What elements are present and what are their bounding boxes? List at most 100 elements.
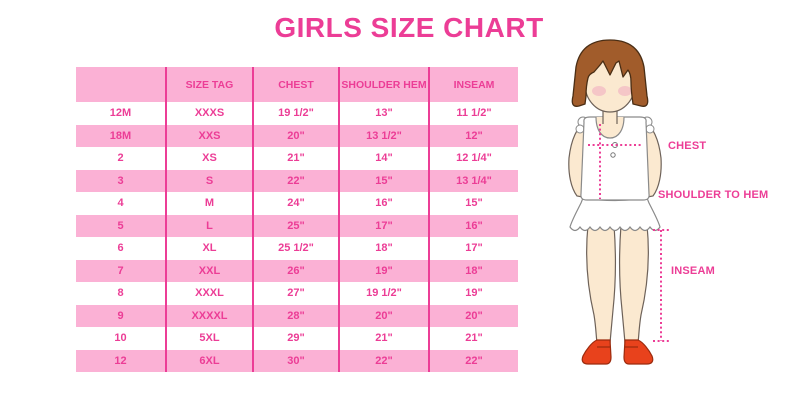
table-cell: 18M bbox=[76, 124, 167, 147]
table-cell: XXXS bbox=[166, 102, 254, 125]
table-cell: XXS bbox=[166, 124, 254, 147]
table-cell: 6XL bbox=[166, 349, 254, 372]
column-header: INSEAM bbox=[429, 67, 518, 102]
table-cell: XXXXL bbox=[166, 304, 254, 327]
table-cell: 19 1/2" bbox=[253, 102, 340, 125]
column-header: SIZE TAG bbox=[166, 67, 254, 102]
table-row: 18M XXS 20" 13 1/2" 12" bbox=[76, 124, 518, 147]
table-cell: 20" bbox=[253, 124, 340, 147]
table-cell: 22" bbox=[253, 169, 340, 192]
table-body: 12M XXXS 19 1/2" 13" 11 1/2" 18M XXS 20" 13 1/2"… bbox=[76, 102, 518, 372]
table-cell: 13" bbox=[339, 102, 430, 125]
right-ruffle-small bbox=[645, 124, 655, 134]
table-cell: 9 bbox=[76, 304, 167, 327]
left-cheek bbox=[592, 86, 606, 96]
top bbox=[580, 116, 650, 201]
table-cell: 12 1/4" bbox=[429, 147, 518, 170]
table-cell: 2 bbox=[76, 147, 167, 170]
chest-label: CHEST bbox=[668, 140, 707, 152]
table-cell: 17" bbox=[429, 237, 518, 260]
table-cell: 8 bbox=[76, 282, 167, 305]
table-cell: 27" bbox=[253, 282, 340, 305]
table-row: 9 XXXXL 28" 20" 20" bbox=[76, 304, 518, 327]
table-cell: 6 bbox=[76, 237, 167, 260]
table-cell: 20" bbox=[339, 304, 430, 327]
table-cell: 19" bbox=[429, 282, 518, 305]
table-row: 10 5XL 29" 21" 21" bbox=[76, 327, 518, 350]
top-button-2 bbox=[610, 152, 616, 158]
inseam-label: INSEAM bbox=[671, 265, 715, 277]
hair bbox=[571, 39, 649, 107]
table-cell: XS bbox=[166, 147, 254, 170]
table-cell: 25 1/2" bbox=[253, 237, 340, 260]
page-title: GIRLS SIZE CHART bbox=[274, 12, 544, 43]
table-cell: 24" bbox=[253, 192, 340, 215]
table-cell: 13 1/2" bbox=[339, 124, 430, 147]
shoulder-to-hem-label: SHOULDER TO HEM bbox=[658, 189, 769, 201]
table-cell: 12M bbox=[76, 102, 167, 125]
left-ruffle-small bbox=[575, 124, 585, 134]
column-header: SHOULDER HEM bbox=[339, 67, 430, 102]
table-cell: 16" bbox=[339, 192, 430, 215]
table-cell: 19 1/2" bbox=[339, 282, 430, 305]
table-cell: 28" bbox=[253, 304, 340, 327]
table-cell: 15" bbox=[429, 192, 518, 215]
table-cell: XXXL bbox=[166, 282, 254, 305]
table-cell: 4 bbox=[76, 192, 167, 215]
table-cell: 20" bbox=[429, 304, 518, 327]
table-cell: 22" bbox=[429, 349, 518, 372]
table-row: 6 XL 25 1/2" 18" 17" bbox=[76, 237, 518, 260]
table-cell: XL bbox=[166, 237, 254, 260]
table-cell: 14" bbox=[339, 147, 430, 170]
table-cell: L bbox=[166, 214, 254, 237]
table-cell: 18" bbox=[339, 237, 430, 260]
table-cell: 16" bbox=[429, 214, 518, 237]
table-cell: 22" bbox=[339, 349, 430, 372]
table-cell: 13 1/4" bbox=[429, 169, 518, 192]
size-chart-table: SIZE TAG CHEST SHOULDER HEM INSEAM 12M XXXS 1… bbox=[76, 67, 518, 372]
skirt bbox=[569, 197, 661, 232]
table-row: 12M XXXS 19 1/2" 13" 11 1/2" bbox=[76, 102, 518, 125]
table-cell: 11 1/2" bbox=[429, 102, 518, 125]
column-header bbox=[76, 67, 167, 102]
table-row: 4 M 24" 16" 15" bbox=[76, 192, 518, 215]
girl-figure: CHEST SHOULDER TO HEM INSEAM bbox=[550, 20, 800, 380]
table-cell: 12" bbox=[429, 124, 518, 147]
header-row: SIZE TAG CHEST SHOULDER HEM INSEAM bbox=[76, 67, 518, 102]
table-cell: 5 bbox=[76, 214, 167, 237]
table-row: 12 6XL 30" 22" 22" bbox=[76, 349, 518, 372]
table-cell: 17" bbox=[339, 214, 430, 237]
table-cell: 21" bbox=[339, 327, 430, 350]
table-cell: XXL bbox=[166, 259, 254, 282]
table-cell: 7 bbox=[76, 259, 167, 282]
table-row: 5 L 25" 17" 16" bbox=[76, 214, 518, 237]
right-cheek bbox=[618, 86, 632, 96]
right-shoe bbox=[623, 339, 654, 365]
table-row: 7 XXL 26" 19" 18" bbox=[76, 259, 518, 282]
table-cell: 19" bbox=[339, 259, 430, 282]
table-cell: 12 bbox=[76, 349, 167, 372]
column-header: CHEST bbox=[253, 67, 340, 102]
table-cell: 5XL bbox=[166, 327, 254, 350]
table-cell: 26" bbox=[253, 259, 340, 282]
table-cell: 21" bbox=[429, 327, 518, 350]
table-cell: M bbox=[166, 192, 254, 215]
left-shoe bbox=[581, 339, 612, 365]
table-cell: 25" bbox=[253, 214, 340, 237]
table-row: 2 XS 21" 14" 12 1/4" bbox=[76, 147, 518, 170]
table-cell: 18" bbox=[429, 259, 518, 282]
table-cell: 30" bbox=[253, 349, 340, 372]
girl-illustration bbox=[568, 39, 669, 365]
table-row: 8 XXXL 27" 19 1/2" 19" bbox=[76, 282, 518, 305]
left-leg bbox=[586, 224, 616, 344]
table-cell: 21" bbox=[253, 147, 340, 170]
table-cell: S bbox=[166, 169, 254, 192]
table-cell: 29" bbox=[253, 327, 340, 350]
table-row: 3 S 22" 15" 13 1/4" bbox=[76, 169, 518, 192]
table-cell: 3 bbox=[76, 169, 167, 192]
table-header: SIZE TAG CHEST SHOULDER HEM INSEAM bbox=[76, 67, 518, 102]
right-leg bbox=[619, 224, 649, 344]
table-cell: 15" bbox=[339, 169, 430, 192]
table-cell: 10 bbox=[76, 327, 167, 350]
